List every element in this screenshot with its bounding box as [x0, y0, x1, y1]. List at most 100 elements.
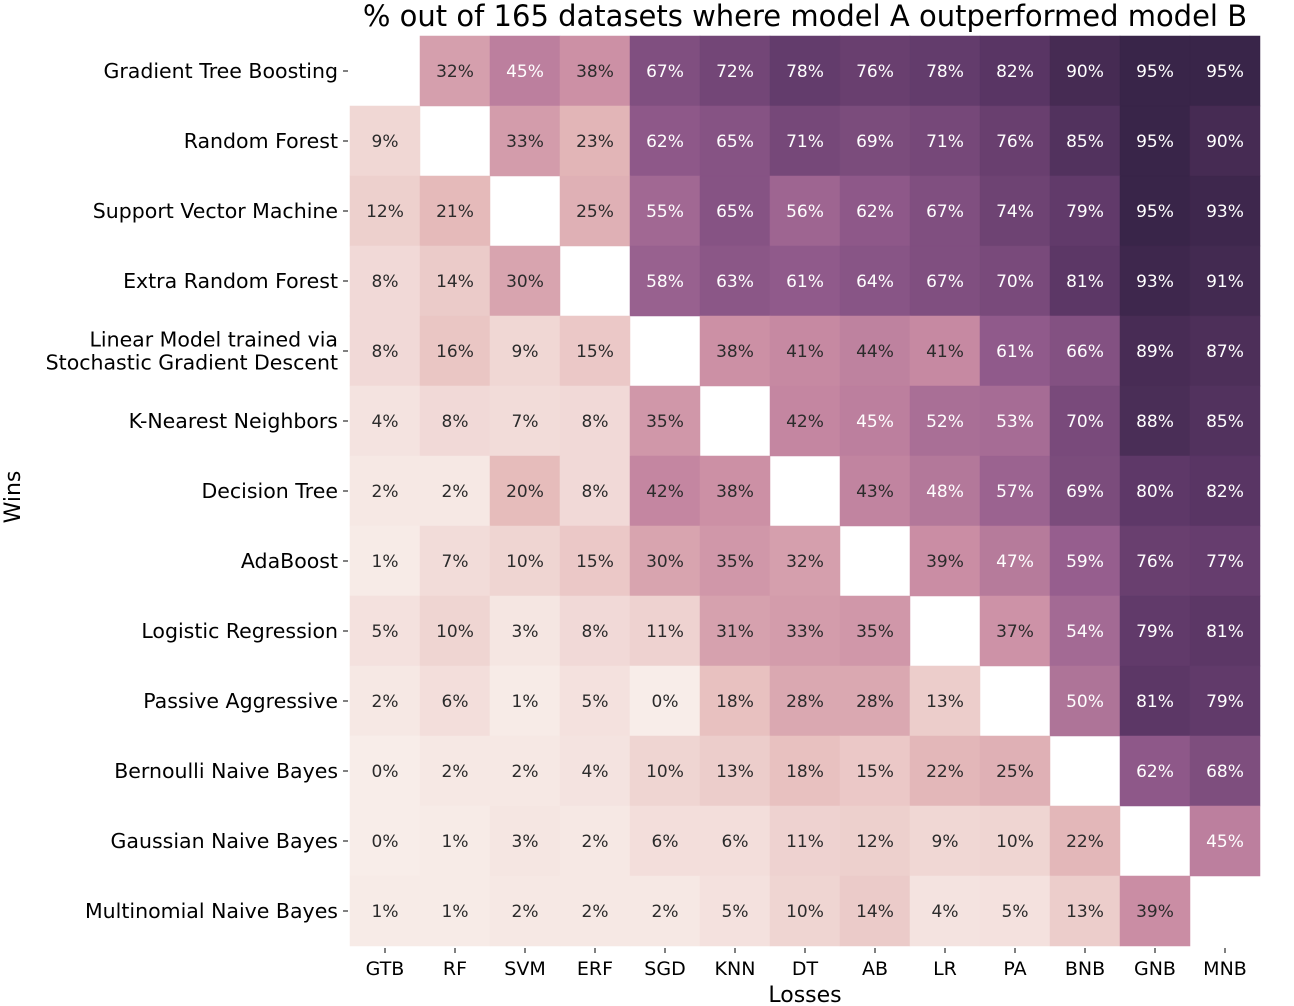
cell-value-label: 58% — [646, 272, 684, 292]
cell-value-label: 2% — [512, 762, 539, 782]
cell-value-label: 61% — [786, 272, 824, 292]
cell-value-label: 43% — [856, 482, 894, 502]
heatmap-cell — [419, 455, 491, 527]
heatmap-cell — [769, 735, 841, 807]
cell-value-label: 18% — [786, 762, 824, 782]
heatmap-cell — [909, 315, 981, 387]
cell-value-label: 69% — [856, 132, 894, 152]
heatmap-cell — [1119, 385, 1191, 457]
heatmap-cell — [769, 805, 841, 877]
heatmap-cell — [839, 385, 911, 457]
cell-value-label: 61% — [996, 342, 1034, 362]
cell-value-label: 45% — [506, 62, 544, 82]
heatmap-cell — [1049, 385, 1121, 457]
cell-value-label: 28% — [856, 692, 894, 712]
y-tick-label: K-Nearest Neighbors — [129, 409, 338, 433]
heatmap-cell — [1189, 245, 1261, 317]
heatmap-cell — [1189, 35, 1261, 107]
heatmap-cell — [769, 245, 841, 317]
cell-value-label: 20% — [506, 482, 544, 502]
cell-value-label: 67% — [926, 272, 964, 292]
heatmap-cell — [489, 105, 561, 177]
cell-value-label: 79% — [1206, 692, 1244, 712]
y-axis-label: Wins — [1, 471, 26, 524]
cell-value-label: 2% — [372, 692, 399, 712]
cell-value-label: 54% — [1066, 622, 1104, 642]
cell-value-label: 8% — [372, 342, 399, 362]
cell-value-label: 5% — [722, 902, 749, 922]
cell-value-label: 0% — [652, 692, 679, 712]
cell-value-label: 1% — [442, 902, 469, 922]
heatmap-cell — [909, 35, 981, 107]
cell-value-label: 50% — [1066, 692, 1104, 712]
heatmap-cell — [489, 315, 561, 387]
heatmap-cell — [629, 735, 701, 807]
heatmap-cell — [629, 665, 701, 737]
heatmap-cell — [1119, 875, 1191, 947]
x-axis-label: Losses — [768, 983, 841, 1006]
cell-value-label: 38% — [716, 342, 754, 362]
heatmap-cell — [699, 175, 771, 247]
heatmap-cell — [699, 665, 771, 737]
y-tick-label: Logistic Regression — [141, 619, 338, 643]
y-tick-label: Gaussian Naive Bayes — [111, 829, 338, 853]
cell-value-label: 8% — [582, 622, 609, 642]
heatmap-cell — [419, 315, 491, 387]
x-tick-label: LR — [933, 958, 957, 980]
cell-value-label: 1% — [372, 552, 399, 572]
cell-value-label: 69% — [1066, 482, 1104, 502]
cell-value-label: 22% — [1066, 832, 1104, 852]
heatmap-cell — [489, 805, 561, 877]
heatmap-cell — [349, 105, 421, 177]
heatmap-cell — [1189, 455, 1261, 527]
x-tick-label: BNB — [1065, 958, 1105, 980]
cell-value-label: 65% — [716, 202, 754, 222]
x-tick-label: MNB — [1203, 958, 1247, 980]
cell-value-label: 93% — [1206, 202, 1244, 222]
heatmap-cell — [419, 735, 491, 807]
heatmap-cell — [1119, 315, 1191, 387]
cell-value-label: 70% — [1066, 412, 1104, 432]
heatmap-cell — [909, 525, 981, 597]
cell-value-label: 44% — [856, 342, 894, 362]
heatmap-cell — [1049, 525, 1121, 597]
y-tick-label: Passive Aggressive — [143, 689, 338, 713]
cell-value-label: 41% — [926, 342, 964, 362]
cell-value-label: 56% — [786, 202, 824, 222]
heatmap-cell — [839, 665, 911, 737]
cell-value-label: 93% — [1136, 272, 1174, 292]
cell-value-label: 3% — [512, 832, 539, 852]
cell-value-label: 15% — [576, 552, 614, 572]
x-tick-label: RF — [443, 958, 467, 980]
heatmap-cell — [909, 105, 981, 177]
heatmap-cell — [629, 105, 701, 177]
cell-value-label: 95% — [1206, 62, 1244, 82]
cell-value-label: 0% — [372, 762, 399, 782]
cell-value-label: 11% — [786, 832, 824, 852]
cell-value-label: 8% — [442, 412, 469, 432]
cell-value-label: 12% — [366, 202, 404, 222]
cell-value-label: 28% — [786, 692, 824, 712]
heatmap-cell — [629, 875, 701, 947]
x-tick-label: PA — [1003, 958, 1026, 980]
heatmap-cell — [489, 875, 561, 947]
heatmap-cell — [769, 35, 841, 107]
heatmap-cell — [839, 315, 911, 387]
heatmap-cell — [1049, 455, 1121, 527]
heatmap-cell — [349, 525, 421, 597]
heatmap-cell — [1189, 175, 1261, 247]
heatmap-cell — [699, 105, 771, 177]
chart-title: % out of 165 datasets where model A outp… — [363, 0, 1247, 33]
heatmap-cell — [1119, 105, 1191, 177]
x-tick-label: DT — [792, 958, 819, 980]
heatmap-cell — [1049, 175, 1121, 247]
heatmap-cell — [839, 455, 911, 527]
cell-value-label: 88% — [1136, 412, 1174, 432]
heatmap-cell — [1119, 735, 1191, 807]
x-tick-label: KNN — [715, 958, 756, 980]
cell-value-label: 81% — [1206, 622, 1244, 642]
cell-value-label: 39% — [926, 552, 964, 572]
heatmap-cell — [699, 455, 771, 527]
cell-value-label: 1% — [372, 902, 399, 922]
x-tick-label: SGD — [644, 958, 685, 980]
